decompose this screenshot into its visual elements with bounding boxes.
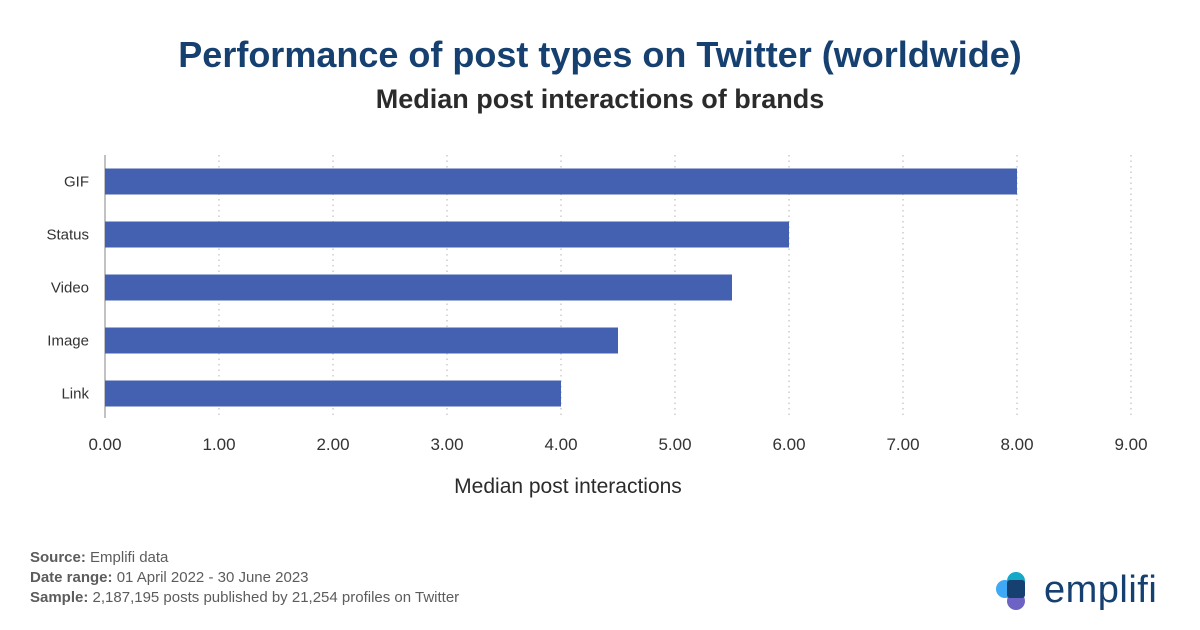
x-axis-label: Median post interactions	[454, 475, 682, 498]
sample-line: Sample: 2,187,195 posts published by 21,…	[30, 588, 459, 608]
y-category-label: Video	[51, 280, 89, 297]
x-tick-label: 5.00	[658, 435, 691, 454]
x-tick-label: 0.00	[88, 435, 121, 454]
emplifi-logo: emplifi	[996, 566, 1157, 614]
emplifi-logo-text: emplifi	[1044, 568, 1158, 611]
x-tick-label: 2.00	[316, 435, 349, 454]
y-category-label: Link	[61, 386, 89, 403]
sample-value: 2,187,195 posts published by 21,254 prof…	[92, 589, 460, 606]
bar	[105, 327, 618, 354]
y-category-label: Status	[46, 227, 89, 244]
date-range-label: Date range:	[30, 569, 113, 586]
x-tick-label: 6.00	[772, 435, 805, 454]
bar	[105, 380, 561, 407]
x-tick-label: 9.00	[1114, 435, 1147, 454]
bar	[105, 221, 789, 248]
sample-label: Sample:	[30, 589, 89, 606]
emplifi-logo-icon	[996, 572, 1025, 610]
x-tick-label: 1.00	[202, 435, 235, 454]
source-value: Emplifi data	[90, 549, 169, 566]
bar	[105, 274, 732, 301]
chart-title: Performance of post types on Twitter (wo…	[178, 34, 1022, 75]
source-line: Source: Emplifi data	[30, 548, 459, 568]
source-label: Source:	[30, 549, 86, 566]
x-tick-label: 7.00	[886, 435, 919, 454]
x-tick-label: 4.00	[544, 435, 577, 454]
chart-subtitle: Median post interactions of brands	[375, 84, 825, 114]
chart-footer: Source: Emplifi data Date range: 01 Apri…	[30, 548, 459, 608]
y-category-label: GIF	[64, 174, 89, 191]
y-category-label: Image	[47, 333, 89, 350]
bar	[105, 168, 1017, 195]
date-range-value: 01 April 2022 - 30 June 2023	[116, 569, 309, 586]
x-tick-label: 3.00	[430, 435, 463, 454]
bar-chart: 0.00 1.00 2.00 3.00 4.00 5.00 6.00 7.00 8.00 9.00…	[46, 155, 1148, 498]
x-tick-label: 8.00	[1000, 435, 1033, 454]
date-range-line: Date range: 01 April 2022 - 30 June 2023	[30, 568, 459, 588]
